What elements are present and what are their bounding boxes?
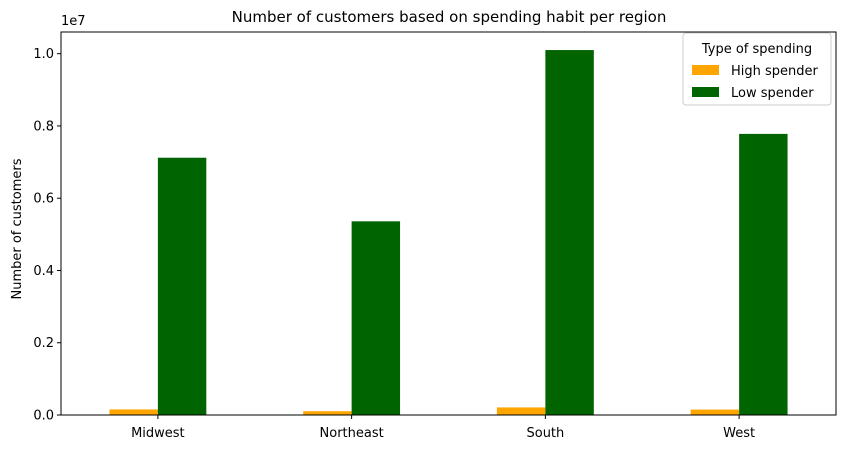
legend-title: Type of spending xyxy=(701,42,812,57)
bar-low-spender-northeast xyxy=(351,221,401,415)
chart-title: Number of customers based on spending ha… xyxy=(232,8,667,26)
y-offset-label: 1e7 xyxy=(61,14,86,29)
y-tick-label: 0.2 xyxy=(33,336,54,351)
plot-frame xyxy=(60,31,837,416)
legend-label-high-spender: High spender xyxy=(731,64,819,79)
legend-box xyxy=(682,32,832,106)
legend-swatch-high-spender xyxy=(692,65,719,75)
bar-low-spender-midwest xyxy=(157,157,207,415)
y-axis-label: Number of customers xyxy=(10,158,25,299)
legend: Type of spending High spender Low spender xyxy=(682,32,832,106)
ticks-group: Midwest Northeast South West 0.0 0.2 0.4 0.6 0.8… xyxy=(33,47,755,441)
bar-high-spender-south xyxy=(496,407,546,415)
y-tick-label: 0.4 xyxy=(33,264,54,279)
y-tick-label: 1.0 xyxy=(33,47,54,62)
legend-swatch-low-spender xyxy=(692,87,719,97)
bars-group xyxy=(109,50,788,415)
y-tick-label: 0.6 xyxy=(33,192,54,207)
y-tick-label: 0.0 xyxy=(33,409,54,424)
bar-low-spender-west xyxy=(739,133,788,415)
bar-low-spender-south xyxy=(545,50,594,415)
y-tick-label: 0.8 xyxy=(33,119,54,134)
legend-label-low-spender: Low spender xyxy=(731,86,814,101)
bar-high-spender-midwest xyxy=(109,409,158,415)
bar-high-spender-west xyxy=(690,409,740,415)
bar-high-spender-northeast xyxy=(303,411,352,415)
x-tick-label: South xyxy=(526,426,564,441)
x-tick-label: Northeast xyxy=(320,426,384,441)
x-tick-label: West xyxy=(723,426,755,441)
x-tick-label: Midwest xyxy=(131,426,185,441)
